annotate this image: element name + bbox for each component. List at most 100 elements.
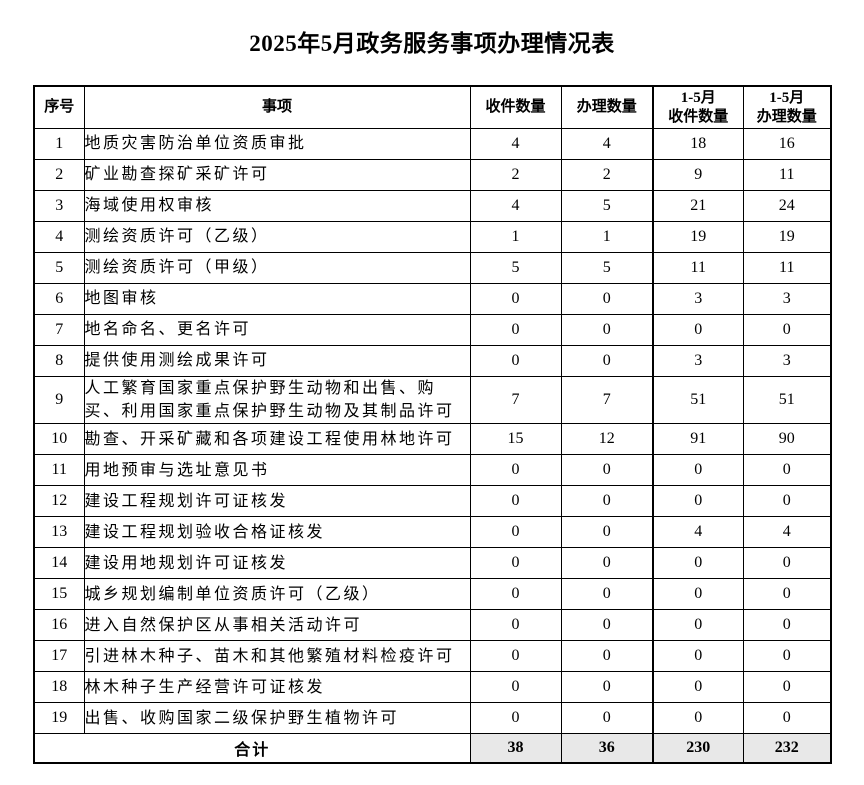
item-name-cell: 引进林木种子、苗木和其他繁殖材料检疫许可 (83, 640, 471, 673)
processed-count-cell: 0 (560, 345, 654, 377)
cum-processed-count-cell: 0 (742, 485, 832, 518)
processed-count-cell: 0 (560, 454, 654, 487)
item-name-cell: 测绘资质许可（甲级） (83, 252, 471, 284)
cum-received-count-cell: 0 (652, 547, 744, 580)
cum-processed-count-cell: 0 (742, 609, 832, 642)
row-index-cell: 19 (33, 702, 85, 735)
received-count-cell: 0 (469, 702, 562, 735)
received-count-cell: 15 (469, 423, 562, 456)
cum-processed-count-cell: 3 (742, 345, 832, 377)
row-index-cell: 15 (33, 578, 85, 611)
item-name-cell: 建设用地规划许可证核发 (83, 547, 471, 580)
item-name-cell: 测绘资质许可（乙级） (83, 221, 471, 253)
cum-received-count-cell: 0 (652, 454, 744, 487)
processed-count-cell: 0 (560, 640, 654, 673)
received-count-cell: 5 (469, 252, 562, 284)
received-count-cell: 2 (469, 159, 562, 191)
item-name-cell: 建设工程规划验收合格证核发 (83, 516, 471, 549)
row-index-cell: 5 (33, 252, 85, 284)
row-index-cell: 9 (33, 375, 85, 425)
row-index-cell: 17 (33, 640, 85, 673)
item-name-cell: 出售、收购国家二级保护野生植物许可 (83, 702, 471, 735)
row-index-cell: 11 (33, 454, 85, 487)
item-name-cell: 矿业勘查探矿采矿许可 (83, 159, 471, 191)
cum-processed-count-cell: 0 (742, 454, 832, 487)
item-name-cell: 海域使用权审核 (83, 190, 471, 222)
table-row: 13 建设工程规划验收合格证核发 0 0 4 4 (33, 516, 832, 549)
item-name-cell: 用地预审与选址意见书 (83, 454, 471, 487)
processed-count-cell: 5 (560, 252, 654, 284)
processed-count-cell: 0 (560, 609, 654, 642)
col-header-item: 事项 (83, 85, 471, 129)
row-index-cell: 3 (33, 190, 85, 222)
row-index-cell: 7 (33, 314, 85, 346)
cum-processed-count-cell: 0 (742, 640, 832, 673)
row-index-cell: 8 (33, 345, 85, 377)
cum-processed-count-cell: 0 (742, 671, 832, 704)
col-header-cum-processed: 1-5月 办理数量 (742, 85, 832, 129)
table-row: 15 城乡规划编制单位资质许可（乙级） 0 0 0 0 (33, 578, 832, 611)
cum-received-count-cell: 3 (652, 345, 744, 377)
total-received-cell: 38 (469, 733, 562, 764)
cum-processed-count-cell: 11 (742, 252, 832, 284)
processed-count-cell: 1 (560, 221, 654, 253)
table-row: 1 地质灾害防治单位资质审批 4 4 18 16 (33, 128, 832, 160)
total-cum-received-cell: 230 (652, 733, 744, 764)
received-count-cell: 0 (469, 283, 562, 315)
item-name-cell: 提供使用测绘成果许可 (83, 345, 471, 377)
cum-received-count-cell: 9 (652, 159, 744, 191)
cum-processed-count-cell: 19 (742, 221, 832, 253)
cum-received-count-cell: 21 (652, 190, 744, 222)
cum-processed-count-cell: 16 (742, 128, 832, 160)
col-header-cum-received-line1: 1-5月 (680, 89, 716, 106)
table-row: 18 林木种子生产经营许可证核发 0 0 0 0 (33, 671, 832, 704)
received-count-cell: 7 (469, 375, 562, 425)
cum-received-count-cell: 0 (652, 578, 744, 611)
table-row: 6 地图审核 0 0 3 3 (33, 283, 832, 315)
service-items-table: 序号 事项 收件数量 办理数量 1-5月 收件数量 1-5月 办理数量 1 地质灾… (33, 85, 832, 764)
row-index-cell: 2 (33, 159, 85, 191)
cum-processed-count-cell: 4 (742, 516, 832, 549)
col-header-cum-processed-line1: 1-5月 (769, 89, 805, 106)
received-count-cell: 0 (469, 314, 562, 346)
processed-count-cell: 0 (560, 314, 654, 346)
row-index-cell: 1 (33, 128, 85, 160)
received-count-cell: 0 (469, 485, 562, 518)
processed-count-cell: 0 (560, 578, 654, 611)
cum-received-count-cell: 19 (652, 221, 744, 253)
cum-received-count-cell: 0 (652, 671, 744, 704)
row-index-cell: 12 (33, 485, 85, 518)
cum-processed-count-cell: 0 (742, 702, 832, 735)
table-row: 8 提供使用测绘成果许可 0 0 3 3 (33, 345, 832, 377)
received-count-cell: 0 (469, 640, 562, 673)
table-body: 1 地质灾害防治单位资质审批 4 4 18 16 2 矿业勘查探矿采矿许可 2 2 9 11 3 海域使用… (33, 128, 832, 735)
processed-count-cell: 0 (560, 547, 654, 580)
cum-received-count-cell: 18 (652, 128, 744, 160)
cum-processed-count-cell: 0 (742, 578, 832, 611)
cum-received-count-cell: 51 (652, 375, 744, 425)
table-row: 12 建设工程规划许可证核发 0 0 0 0 (33, 485, 832, 518)
item-name-cell: 建设工程规划许可证核发 (83, 485, 471, 518)
received-count-cell: 0 (469, 345, 562, 377)
row-index-cell: 4 (33, 221, 85, 253)
cum-processed-count-cell: 11 (742, 159, 832, 191)
cum-processed-count-cell: 90 (742, 423, 832, 456)
item-name-cell: 进入自然保护区从事相关活动许可 (83, 609, 471, 642)
table-footer: 合计 38 36 230 232 (33, 733, 832, 764)
processed-count-cell: 0 (560, 516, 654, 549)
processed-count-cell: 0 (560, 671, 654, 704)
table-row: 17 引进林木种子、苗木和其他繁殖材料检疫许可 0 0 0 0 (33, 640, 832, 673)
total-cum-processed-cell: 232 (742, 733, 832, 764)
received-count-cell: 4 (469, 128, 562, 160)
cum-received-count-cell: 4 (652, 516, 744, 549)
table-header-row: 序号 事项 收件数量 办理数量 1-5月 收件数量 1-5月 办理数量 (33, 85, 832, 129)
received-count-cell: 0 (469, 578, 562, 611)
row-index-cell: 16 (33, 609, 85, 642)
processed-count-cell: 0 (560, 702, 654, 735)
received-count-cell: 0 (469, 454, 562, 487)
col-header-cum-processed-line2: 办理数量 (756, 108, 817, 125)
item-name-cell: 地名命名、更名许可 (83, 314, 471, 346)
received-count-cell: 0 (469, 547, 562, 580)
page-title: 2025年5月政务服务事项办理情况表 (249, 31, 615, 56)
processed-count-cell: 0 (560, 485, 654, 518)
